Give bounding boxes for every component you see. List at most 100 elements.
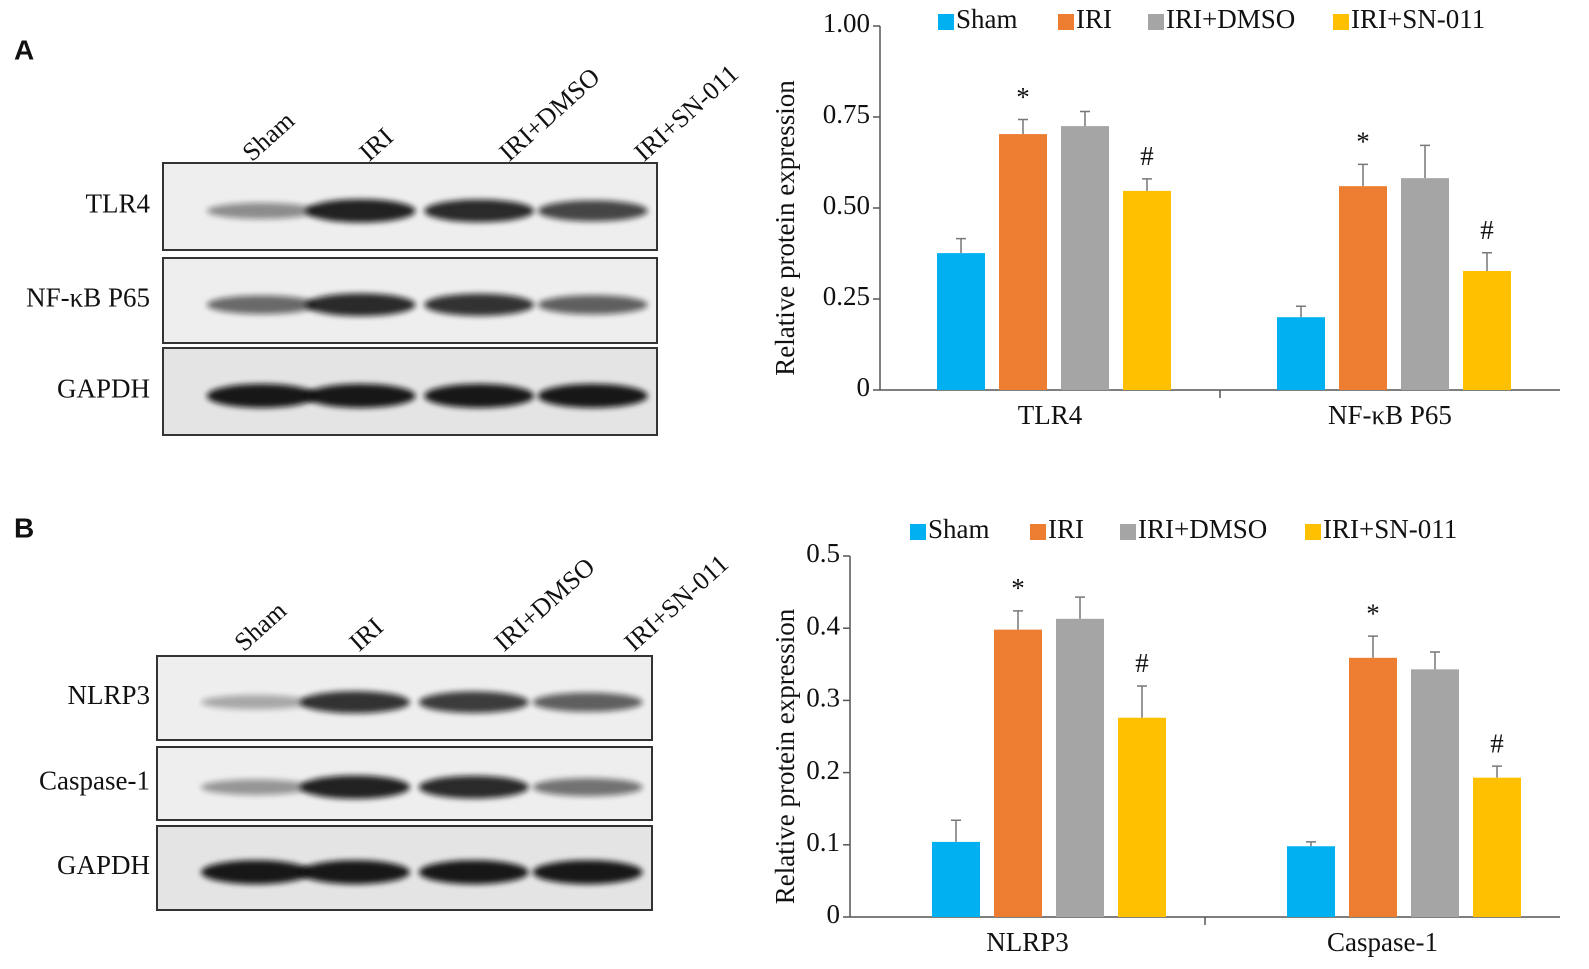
- legend-swatch: [1148, 14, 1164, 30]
- row-label: NLRP3: [67, 680, 150, 710]
- y-tick-label: 0.1: [806, 827, 840, 857]
- row-label: Caspase-1: [39, 766, 150, 796]
- lane-label: IRI: [354, 122, 399, 167]
- blot-band: [206, 202, 317, 219]
- row-label: GAPDH: [57, 374, 150, 404]
- bar: [1349, 657, 1397, 917]
- error-bar: [1137, 685, 1147, 718]
- bar: [1401, 178, 1449, 390]
- y-tick-label: 0.50: [823, 190, 870, 220]
- blot-band: [418, 691, 529, 713]
- blot-band: [305, 383, 416, 408]
- panel-label: B: [14, 512, 34, 543]
- lane-label: Sham: [237, 106, 300, 167]
- bar: [1118, 717, 1166, 917]
- significance-mark: #: [1135, 648, 1149, 678]
- row-label: NF-κB P65: [26, 283, 150, 313]
- bar: [937, 253, 985, 390]
- error-bar: [1430, 651, 1440, 670]
- blot-band: [201, 860, 311, 885]
- bar: [1277, 317, 1325, 390]
- blot-band: [418, 775, 529, 799]
- legend-swatch: [1305, 524, 1321, 540]
- legend-swatch: [910, 524, 926, 540]
- legend-swatch: [1058, 14, 1074, 30]
- blot-band: [206, 383, 317, 408]
- bar: [932, 841, 980, 917]
- legend-label: Sham: [928, 514, 990, 544]
- error-bar: [956, 237, 966, 254]
- legend-label: Sham: [956, 4, 1018, 34]
- significance-mark: #: [1490, 728, 1504, 758]
- bar: [1411, 669, 1459, 917]
- blot-band: [537, 200, 648, 222]
- blot-band: [424, 199, 535, 223]
- lane-label: IRI+SN-011: [629, 59, 744, 167]
- y-tick-label: 0.2: [806, 755, 840, 785]
- error-bar: [1368, 635, 1378, 658]
- legend-label: IRI+SN-011: [1323, 514, 1457, 544]
- blot-band: [305, 199, 416, 223]
- y-tick-label: 0.25: [823, 281, 870, 311]
- legend-swatch: [1333, 14, 1349, 30]
- bar: [1123, 190, 1171, 390]
- legend-label: IRI+DMSO: [1138, 514, 1267, 544]
- blot-band: [305, 293, 416, 317]
- error-bar: [1482, 252, 1492, 271]
- bar: [1473, 777, 1521, 917]
- bar: [1056, 618, 1104, 917]
- significance-mark: *: [1011, 573, 1025, 603]
- error-bar: [951, 819, 961, 842]
- blot-band: [537, 383, 648, 408]
- error-bar: [1296, 305, 1306, 318]
- blot-band: [201, 695, 311, 710]
- legend-label: IRI+DMSO: [1166, 4, 1295, 34]
- legend-swatch: [1030, 524, 1046, 540]
- significance-mark: *: [1356, 127, 1370, 157]
- blot-band: [300, 775, 410, 799]
- blot-band: [532, 778, 643, 797]
- y-tick-label: 0: [857, 372, 871, 402]
- lane-label: IRI+DMSO: [489, 552, 601, 657]
- lane-label: IRI: [344, 612, 389, 657]
- error-bar: [1358, 163, 1368, 187]
- bar: [994, 629, 1042, 917]
- blot-band: [418, 860, 529, 885]
- lane-label: IRI+SN-011: [619, 549, 734, 657]
- significance-mark: *: [1016, 82, 1030, 112]
- y-axis-label: Relative protein expression: [770, 608, 800, 904]
- legend-swatch: [938, 14, 954, 30]
- error-bar: [1420, 144, 1430, 179]
- legend-swatch: [1120, 524, 1136, 540]
- y-tick-label: 0.5: [806, 538, 840, 568]
- error-bar: [1142, 178, 1152, 191]
- blot-band: [201, 779, 311, 795]
- bar: [1339, 186, 1387, 390]
- bar: [999, 134, 1047, 390]
- y-tick-label: 0.4: [806, 610, 840, 640]
- y-tick-label: 0: [827, 899, 841, 929]
- blot-band: [300, 691, 410, 714]
- legend-label: IRI: [1076, 4, 1112, 34]
- error-bar: [1018, 118, 1028, 135]
- blot-band: [424, 383, 535, 408]
- legend-label: IRI: [1048, 514, 1084, 544]
- y-tick-label: 1.00: [823, 8, 870, 38]
- blot-band: [300, 860, 410, 885]
- bar: [1061, 126, 1109, 390]
- error-bar: [1080, 110, 1090, 127]
- lane-label: Sham: [229, 596, 292, 657]
- x-tick-label: Caspase-1: [1327, 927, 1438, 957]
- blot-band: [424, 293, 535, 316]
- significance-mark: #: [1140, 141, 1154, 171]
- error-bar: [1075, 596, 1085, 619]
- blot-band: [206, 295, 317, 315]
- bar: [1463, 270, 1511, 390]
- error-bar: [1492, 765, 1502, 778]
- y-tick-label: 0.75: [823, 99, 870, 129]
- blot-band: [537, 295, 648, 315]
- row-label: TLR4: [86, 189, 151, 219]
- blot-band: [532, 692, 643, 712]
